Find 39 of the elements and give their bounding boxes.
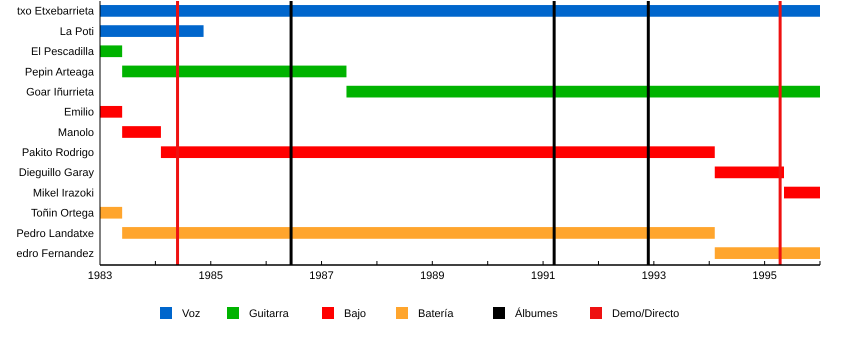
- x-tick-label: 1993: [642, 270, 666, 282]
- bar: [122, 227, 715, 239]
- x-tick-label: 1991: [530, 270, 556, 282]
- x-tick-label: 1987: [309, 270, 334, 282]
- y-tick-label: Manolo: [58, 126, 94, 139]
- y-tick-label: Goar Iñurrieta: [26, 86, 95, 98]
- legend-label: Bajo: [344, 308, 366, 320]
- bar: [100, 206, 122, 219]
- legend-label: Guitarra: [249, 308, 290, 320]
- bar: [346, 86, 820, 98]
- y-tick-label: Toñin Ortega: [31, 208, 95, 220]
- x-tick-label: 1989: [420, 270, 445, 282]
- bar: [100, 45, 122, 58]
- bar: [784, 186, 820, 198]
- y-tick-label: edro Fernandez: [16, 248, 94, 260]
- bar: [714, 166, 784, 178]
- bar: [100, 106, 122, 118]
- y-tick-label: La Poti: [60, 26, 94, 38]
- y-tick-label: Dieguillo Garay: [18, 167, 94, 180]
- y-tick-label: Mikel Irazoki: [32, 187, 94, 200]
- y-tick-label: El Pescadilla: [31, 46, 95, 58]
- y-tick-label: Pepin Arteaga: [24, 66, 95, 78]
- bar: [122, 126, 161, 138]
- x-tick-label: 1995: [752, 270, 777, 282]
- legend-label: Demo/Directo: [612, 308, 680, 320]
- bar: [714, 247, 820, 259]
- bar: [100, 5, 820, 17]
- y-tick-label: Pakito Rodrigo: [22, 147, 94, 160]
- legend-label: Álbumes: [515, 307, 558, 320]
- y-tick-label: Pedro Landatxe: [16, 228, 94, 240]
- x-tick-label: 1985: [198, 270, 224, 282]
- x-tick-label: 1983: [88, 270, 112, 282]
- bar: [122, 66, 346, 78]
- y-tick-label: Emilio: [64, 106, 94, 119]
- legend-label: Batería: [418, 308, 454, 320]
- legend-label: Voz: [182, 308, 200, 320]
- bar: [100, 25, 204, 37]
- bar: [160, 146, 715, 158]
- y-tick-label: txo Etxebarrieta: [16, 6, 95, 18]
